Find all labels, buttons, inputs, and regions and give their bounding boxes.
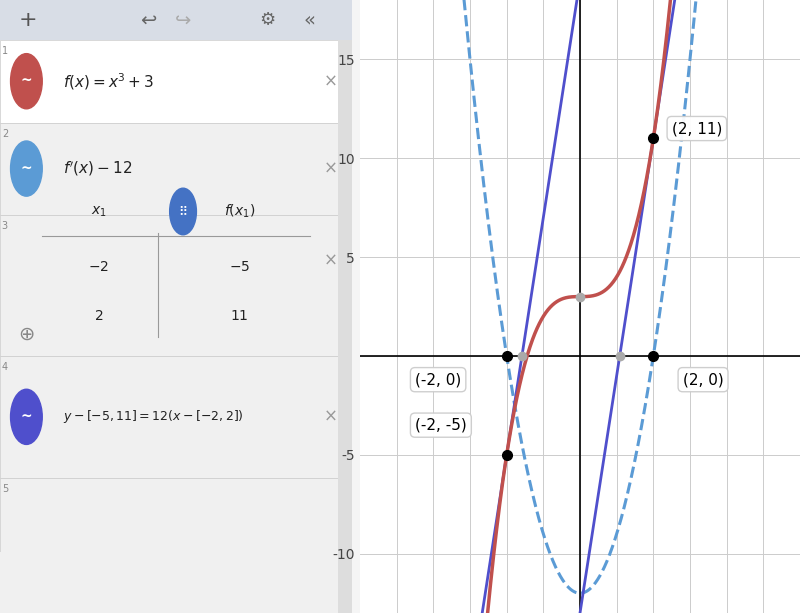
Text: $f(x_1)$: $f(x_1)$ (224, 203, 255, 220)
Text: ×: × (324, 408, 338, 426)
Text: ↩: ↩ (140, 11, 156, 29)
Text: (2, 11): (2, 11) (672, 121, 722, 136)
Text: ~: ~ (21, 162, 32, 175)
Text: ⚙: ⚙ (259, 11, 275, 29)
Text: (2, 0): (2, 0) (682, 372, 723, 387)
Text: $-2$: $-2$ (88, 260, 109, 273)
FancyBboxPatch shape (0, 478, 352, 552)
Text: ⊕: ⊕ (18, 324, 34, 343)
Text: 5: 5 (2, 484, 8, 494)
Circle shape (10, 389, 42, 444)
FancyBboxPatch shape (0, 40, 352, 123)
Text: $-5$: $-5$ (229, 260, 250, 273)
FancyBboxPatch shape (0, 123, 352, 215)
Text: ~: ~ (21, 410, 32, 424)
FancyBboxPatch shape (0, 0, 352, 40)
Text: 2: 2 (2, 129, 8, 139)
Text: ↪: ↪ (175, 11, 191, 29)
Text: ~: ~ (21, 74, 32, 88)
FancyBboxPatch shape (0, 356, 352, 478)
Text: ×: × (324, 159, 338, 178)
FancyBboxPatch shape (0, 552, 352, 613)
Text: $y-[-5,11]=12(x-[-2,2])$: $y-[-5,11]=12(x-[-2,2])$ (63, 408, 244, 425)
Text: $f'(x) - 12$: $f'(x) - 12$ (63, 159, 133, 178)
Text: (-2, -5): (-2, -5) (415, 417, 466, 433)
Circle shape (10, 53, 42, 109)
Circle shape (170, 188, 197, 235)
Text: 3: 3 (2, 221, 8, 230)
Text: «: « (304, 11, 316, 29)
Text: 1: 1 (2, 46, 8, 56)
Text: $x_1$: $x_1$ (90, 204, 106, 219)
Text: ⠿: ⠿ (178, 205, 188, 218)
Text: (-2, 0): (-2, 0) (415, 372, 462, 387)
Text: +: + (19, 10, 38, 30)
Text: ×: × (324, 72, 338, 90)
Text: 4: 4 (2, 362, 8, 371)
Text: $f(x) = x^3 + 3$: $f(x) = x^3 + 3$ (63, 71, 154, 91)
Text: $11$: $11$ (230, 309, 249, 322)
FancyBboxPatch shape (338, 40, 352, 613)
Text: ×: × (324, 251, 338, 270)
Circle shape (10, 141, 42, 196)
FancyBboxPatch shape (0, 215, 352, 356)
Text: $2$: $2$ (94, 309, 103, 322)
